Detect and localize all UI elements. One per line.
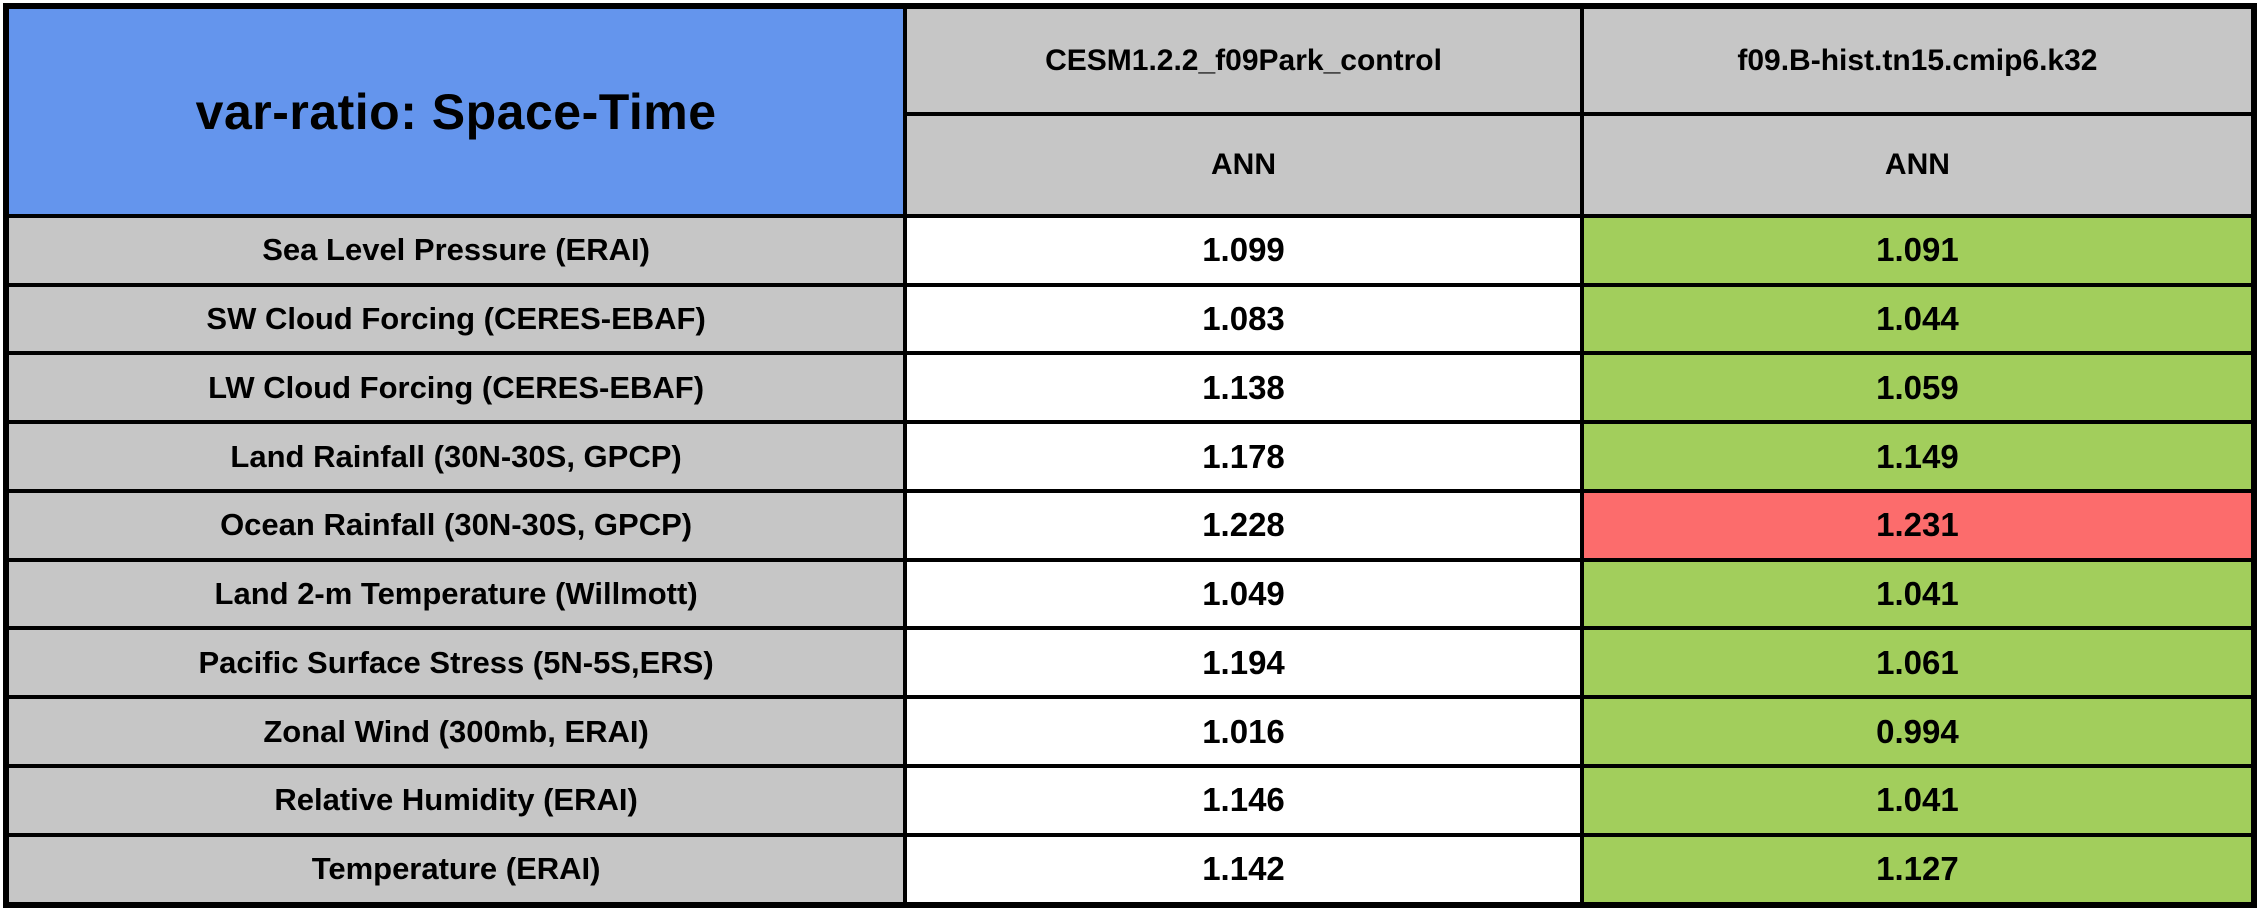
table-row: Ocean Rainfall (30N-30S, GPCP) 1.228 1.2… bbox=[3, 488, 2257, 562]
control-value: 1.049 bbox=[903, 557, 1584, 631]
season-header-test: ANN bbox=[1579, 112, 2257, 218]
test-value: 1.061 bbox=[1579, 626, 2257, 700]
variable-label: Land Rainfall (30N-30S, GPCP) bbox=[3, 420, 908, 493]
table-row: Land Rainfall (30N-30S, GPCP) 1.178 1.14… bbox=[3, 420, 2257, 493]
variable-label: Temperature (ERAI) bbox=[3, 832, 908, 908]
table-row: Land 2-m Temperature (Willmott) 1.049 1.… bbox=[3, 557, 2257, 631]
control-value: 1.138 bbox=[903, 351, 1584, 425]
column-header-test-model: f09.B-hist.tn15.cmip6.k32 bbox=[1579, 4, 2257, 116]
variable-label: Ocean Rainfall (30N-30S, GPCP) bbox=[3, 488, 908, 562]
table-row: Temperature (ERAI) 1.142 1.127 bbox=[3, 832, 2257, 908]
variable-label: Relative Humidity (ERAI) bbox=[3, 763, 908, 837]
variable-label: Zonal Wind (300mb, ERAI) bbox=[3, 695, 908, 768]
test-value: 1.127 bbox=[1579, 832, 2257, 908]
column-header-control-model: CESM1.2.2_f09Park_control bbox=[903, 4, 1584, 116]
control-value: 1.194 bbox=[903, 626, 1584, 700]
control-value: 1.016 bbox=[903, 695, 1584, 768]
variable-label: LW Cloud Forcing (CERES-EBAF) bbox=[3, 351, 908, 425]
variable-label: Land 2-m Temperature (Willmott) bbox=[3, 557, 908, 631]
test-value: 1.149 bbox=[1579, 420, 2257, 493]
test-value: 1.231 bbox=[1579, 488, 2257, 562]
table-row: Sea Level Pressure (ERAI) 1.099 1.091 bbox=[3, 214, 2257, 287]
var-ratio-table: var-ratio: Space-Time CESM1.2.2_f09Park_… bbox=[3, 3, 2257, 908]
test-value: 1.041 bbox=[1579, 557, 2257, 631]
test-value: 1.041 bbox=[1579, 763, 2257, 837]
control-value: 1.228 bbox=[903, 488, 1584, 562]
table-row: Zonal Wind (300mb, ERAI) 1.016 0.994 bbox=[3, 695, 2257, 768]
test-value: 0.994 bbox=[1579, 695, 2257, 768]
header-row-models: var-ratio: Space-Time CESM1.2.2_f09Park_… bbox=[3, 4, 2257, 218]
test-value: 1.059 bbox=[1579, 351, 2257, 425]
table-row: SW Cloud Forcing (CERES-EBAF) 1.083 1.04… bbox=[3, 282, 2257, 356]
control-value: 1.178 bbox=[903, 420, 1584, 493]
variable-label: Sea Level Pressure (ERAI) bbox=[3, 214, 908, 287]
test-value: 1.091 bbox=[1579, 214, 2257, 287]
test-value: 1.044 bbox=[1579, 282, 2257, 356]
control-value: 1.083 bbox=[903, 282, 1584, 356]
control-value: 1.099 bbox=[903, 214, 1584, 287]
table-title: var-ratio: Space-Time bbox=[3, 4, 908, 218]
header-row-seasons: ANN ANN bbox=[6, 112, 2257, 218]
control-value: 1.146 bbox=[903, 763, 1584, 837]
table-row: LW Cloud Forcing (CERES-EBAF) 1.138 1.05… bbox=[3, 351, 2257, 425]
control-value: 1.142 bbox=[903, 832, 1584, 908]
season-header-control: ANN bbox=[903, 112, 1584, 218]
table-row: Pacific Surface Stress (5N-5S,ERS) 1.194… bbox=[3, 626, 2257, 700]
variable-label: Pacific Surface Stress (5N-5S,ERS) bbox=[3, 626, 908, 700]
variable-label: SW Cloud Forcing (CERES-EBAF) bbox=[3, 282, 908, 356]
table-row: Relative Humidity (ERAI) 1.146 1.041 bbox=[3, 763, 2257, 837]
